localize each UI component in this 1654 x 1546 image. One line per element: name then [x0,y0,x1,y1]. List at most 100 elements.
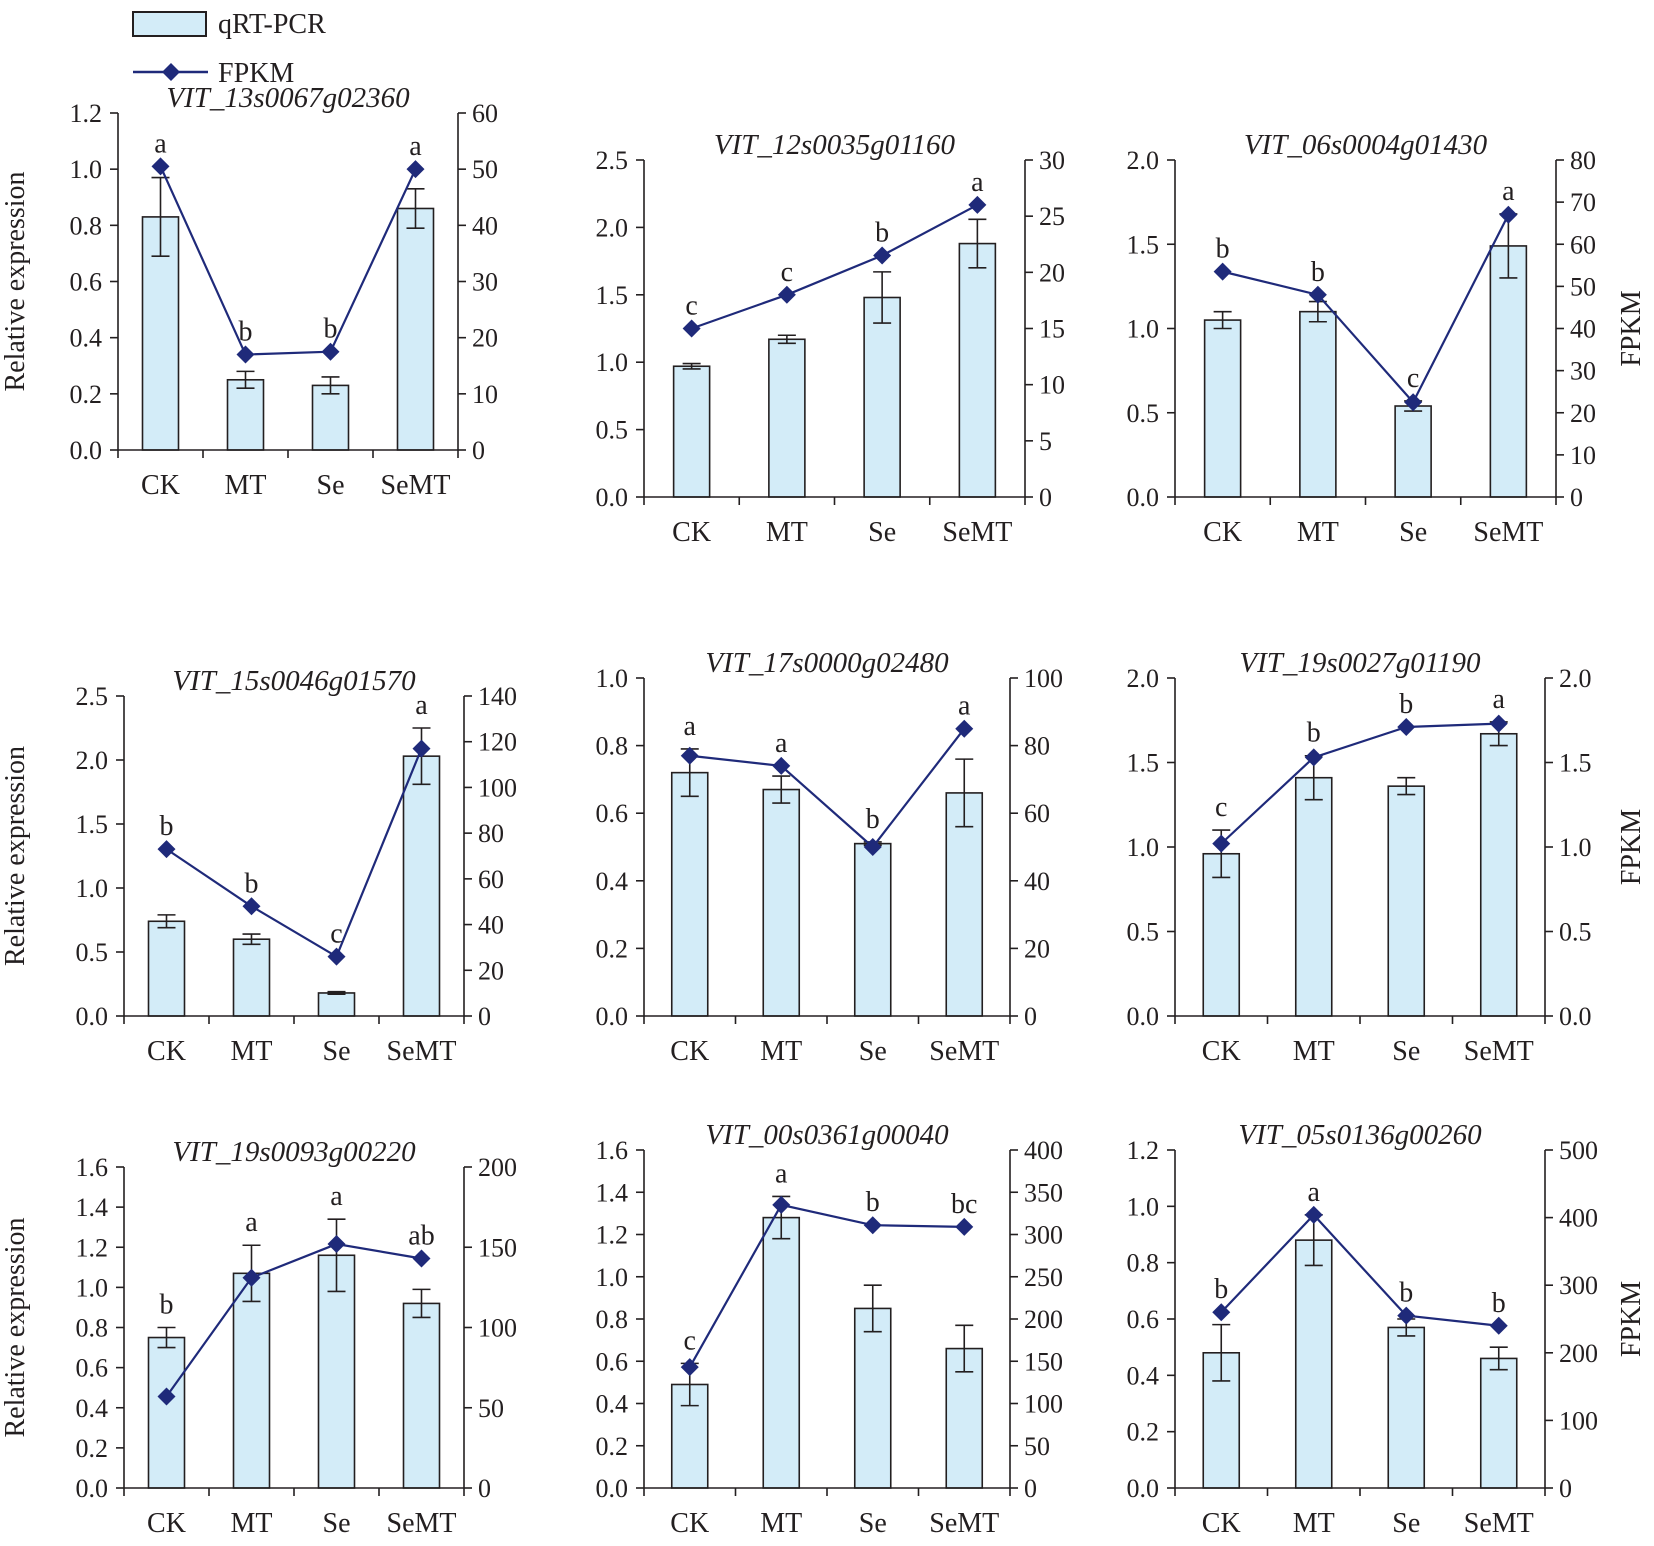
chart-title: VIT_19s0027g01190 [1239,647,1481,679]
y-tick-label-left: 0.5 [1127,399,1160,428]
chart-panel-2: 0.0 0.5 1.0 1.5 2.0 2.5 0 5 10 15 20 25 30 CK MT Se SeMT… [596,129,1066,548]
fpkm-line [1220,722,1499,845]
y-tick-label-left: 0.0 [596,1474,629,1503]
y-tick-label-right: 400 [1559,1204,1598,1233]
x-tick-label: Se [323,1508,351,1539]
bar [768,338,806,498]
bar [226,378,265,451]
chart-title: VIT_06s0004g01430 [1244,129,1488,161]
bar [1299,310,1337,498]
x-tick-label: SeMT [381,470,451,501]
y-tick-label-left: 0.0 [596,1002,629,1031]
y-tick-label-left: 0.0 [1127,1474,1160,1503]
y-tick-label-right: 40 [1024,867,1050,896]
fpkm-marker [1397,1306,1416,1325]
y-tick-label-left: 0.0 [1127,483,1160,512]
fpkm-marker [1304,748,1323,767]
significance-letter: c [1215,792,1227,823]
fpkm-marker [968,195,987,214]
bar [853,842,892,1017]
y-tick-label-left: 2.0 [1127,664,1160,693]
fpkm-marker [863,838,882,856]
y-tick-label-left: 2.0 [1127,146,1160,175]
y-tick-label-left: 0.5 [596,416,629,445]
significance-letter: bc [951,1189,977,1220]
y-tick-label-right: 15 [1039,315,1065,344]
x-tick-label: SeMT [387,1036,457,1067]
bar [958,242,997,498]
x-tick-label: MT [1297,517,1339,548]
fpkm-marker [1489,714,1508,733]
chart-panel-5: 0.0 0.2 0.4 0.6 0.8 1.0 0 20 40 60 80 100 CK MT Se SeMT… [596,647,1064,1067]
fpkm-marker [955,1217,974,1236]
x-tick-label: CK [1202,1036,1241,1067]
y-tick-label-left: 1.0 [596,664,629,693]
y2-axis-label: FPKM [1616,1281,1647,1357]
y-tick-label-left: 1.2 [1127,1136,1160,1165]
x-tick-label: MT [231,1036,273,1067]
chart-title: VIT_00s0361g00040 [705,1119,949,1151]
y-tick-label-right: 20 [1039,258,1065,287]
y-tick-label-right: 250 [1024,1263,1063,1292]
chart-panel-3: 0.0 0.5 1.0 1.5 2.0 0 10 20 30 40 50 60 70 80 CK MT Se Se… [1127,129,1648,548]
y-tick-label-left: 0.4 [596,1390,629,1419]
fpkm-marker [327,1235,346,1254]
bar [317,992,356,1017]
significance-letter: b [1492,1288,1506,1319]
y-tick-label-right: 50 [478,1394,504,1423]
y-tick-label-left: 0.0 [70,436,103,465]
x-tick-label: SeMT [1464,1508,1534,1539]
y-tick-label-right: 50 [1570,272,1596,301]
fpkm-marker [242,897,261,916]
y-tick-label-right: 60 [472,99,498,128]
fpkm-line [688,1203,965,1368]
y-tick-label-right: 70 [1570,188,1596,217]
y-tick-label-left: 1.4 [76,1193,109,1222]
y-tick-label-left: 0.0 [76,1002,109,1031]
y-tick-label-left: 1.0 [1127,833,1160,862]
x-tick-label: SeMT [929,1036,999,1067]
y-tick-label-left: 2.0 [76,746,109,775]
significance-letter: b [239,317,253,348]
y-tick-label-right: 30 [1039,146,1065,175]
y-tick-label-right: 100 [1024,1390,1063,1419]
y-tick-label-left: 0.6 [76,1354,109,1383]
fpkm-line [689,728,966,849]
fpkm-marker [772,756,791,775]
y2-axis-label: FPKM [1616,290,1647,366]
significance-letter: b [875,217,889,248]
fpkm-marker [1304,1205,1323,1224]
significance-letter: a [245,1207,258,1238]
y-tick-label-left: 1.0 [76,1273,109,1302]
x-tick-label: CK [670,1508,709,1539]
fpkm-marker [1404,393,1423,412]
y-tick-label-left: 1.4 [596,1178,629,1207]
fpkm-marker [1499,205,1518,224]
y-tick-label-right: 60 [1024,799,1050,828]
y-tick-label-right: 30 [1570,357,1596,386]
x-tick-label: CK [672,517,711,548]
significance-letter: a [1493,684,1506,715]
significance-letter: ab [408,1220,434,1251]
chart-title: VIT_05s0136g00260 [1238,1119,1482,1151]
x-tick-label: Se [323,1036,351,1067]
y-tick-label-left: 0.5 [1127,918,1160,947]
y-tick-label-right: 50 [472,155,498,184]
y2-axis-label: FPKM [1616,809,1647,885]
y-tick-label-right: 300 [1559,1271,1598,1300]
y-tick-label-left: 0.2 [596,934,629,963]
y-tick-label-left: 2.5 [76,682,109,711]
bar [232,938,271,1017]
significance-letter: b [160,811,174,842]
fpkm-marker [1212,1303,1231,1322]
chart-title: VIT_15s0046g01570 [172,665,416,697]
fpkm-marker [157,1387,176,1406]
fpkm-marker [955,719,974,738]
significance-letter: a [415,690,428,721]
significance-letter: a [971,167,984,198]
x-tick-label: CK [147,1036,186,1067]
y-tick-label-right: 140 [478,682,517,711]
bar [402,1302,441,1489]
bar [147,1336,186,1489]
